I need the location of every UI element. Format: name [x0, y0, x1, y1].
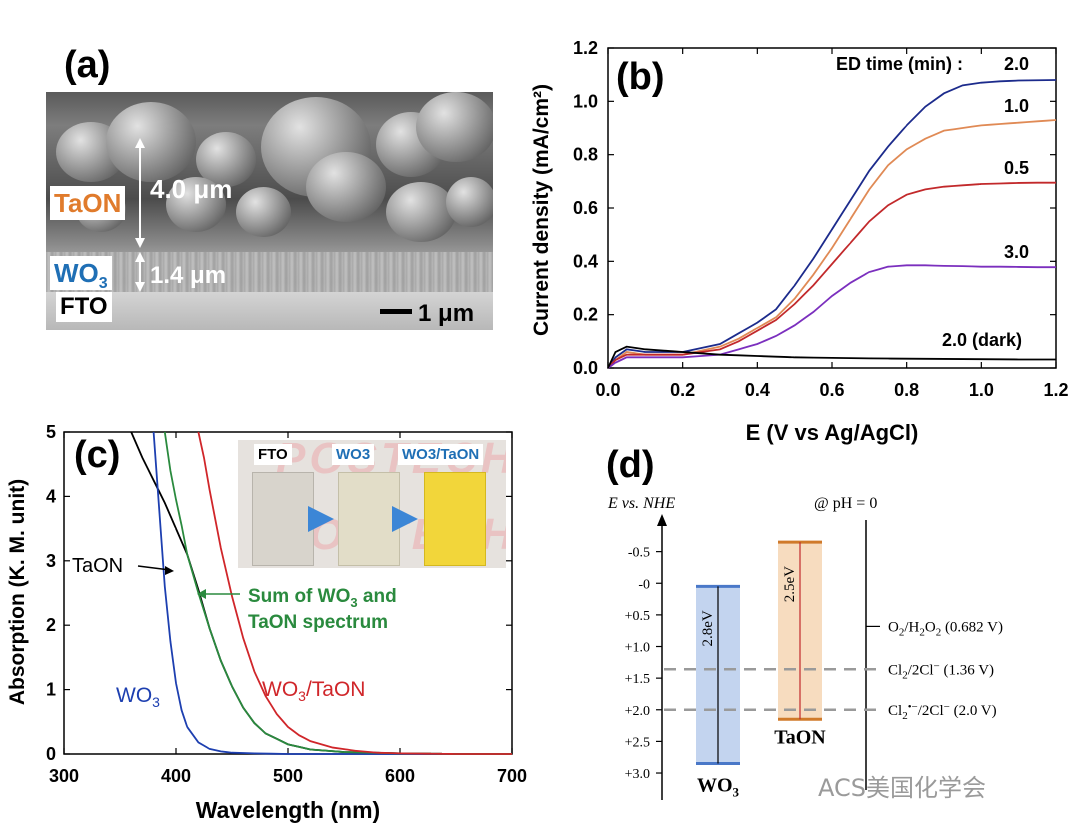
chart-b-xtick-label: 0.4 — [745, 380, 770, 400]
label-sum: Sum of WO3 and — [248, 586, 397, 610]
chart-b-series-3 — [607, 264, 1057, 369]
scale-bar-label: 1 μm — [418, 300, 475, 327]
chart-c-xlabel: Wavelength (nm) — [196, 797, 380, 823]
arrow-icon — [308, 506, 334, 532]
chart-b-ytick-label: 0.4 — [573, 251, 598, 271]
label-wo3: WO3 — [116, 684, 160, 710]
chart-b-series — [607, 79, 1057, 369]
chart-d-tick-label: -0.5 — [628, 546, 650, 561]
chart-c-xtick-label: 400 — [161, 766, 191, 786]
chart-c-ylabel: Absorption (K. M. unit) — [6, 479, 29, 705]
chart-c-xtick-label: 700 — [497, 766, 527, 786]
chart-b-label-0-5: 0.5 — [1004, 158, 1029, 178]
chart-d-tick-label: +3.0 — [625, 767, 650, 782]
taon-thickness-label: 4.0 μm — [150, 174, 233, 204]
axis-title: E vs. NHE — [607, 495, 675, 512]
gap-label-TaON: 2.5eV — [782, 566, 798, 602]
chart-b-xlabel: E (V vs Ag/AgCl) — [746, 420, 919, 445]
chart-b-xtick-label: 0.6 — [819, 380, 844, 400]
chart-d-levels: O2/H2O2 (0.682 V) Cl2/2Cl− (1.36 V) Cl2•−/… — [664, 619, 1003, 722]
chart-b-ytick-label: 1.2 — [573, 38, 598, 58]
inset-label-fto: FTO — [254, 444, 292, 465]
label-wo3-taon: WO3/TaON — [262, 678, 365, 704]
chart-c-series-1 — [152, 431, 512, 755]
label-taon: TaON — [72, 555, 123, 577]
chart-c-series-2 — [163, 431, 512, 755]
chart-b-label-2-0: 2.0 — [1004, 54, 1029, 74]
chart-d-tick-label: +1.0 — [625, 641, 650, 656]
axis-arrow-icon — [657, 514, 667, 526]
chart-b-ylabel: Current density (mA/cm²) — [530, 84, 553, 336]
arrow-icon — [392, 506, 418, 532]
source-watermark: ACS美国化学会 — [818, 774, 986, 802]
chart-b-series-2 — [607, 181, 1057, 369]
chart-b-series-4 — [607, 345, 1056, 369]
chart-c-ytick-label: 3 — [46, 551, 56, 571]
chart-d-tick-label: +2.0 — [625, 704, 650, 719]
panel-label-c: (c) — [74, 434, 121, 476]
chart-d-tick-label: +0.5 — [625, 609, 650, 624]
chart-c-series — [130, 431, 512, 755]
chart-c-ticks: 300 400 500 600 700 0 1 2 3 4 5 — [46, 422, 527, 786]
band-label-TaON: TaON — [774, 726, 826, 748]
panel-label-d: (d) — [606, 444, 655, 486]
slide-fto — [252, 472, 314, 566]
panel-label-b: (b) — [616, 56, 665, 98]
slide-wo3-taon — [424, 472, 486, 566]
sample-photo-inset: POSTECH POSTECH FTO WO3 WO3/TaON — [238, 440, 506, 568]
chart-b-legend-title: ED time (min) : — [836, 54, 963, 74]
chart-c-xtick-label: 500 — [273, 766, 303, 786]
band-label-WO3: WO3 — [697, 775, 740, 800]
ph-label: @ pH = 0 — [814, 495, 877, 512]
panel-label-a: (a) — [64, 44, 111, 86]
chart-c-ytick-label: 1 — [46, 680, 56, 700]
redox-level-label: O2/H2O2 (0.682 V) — [888, 619, 1003, 638]
chart-b-xtick-label: 1.0 — [969, 380, 994, 400]
chart-b-ytick-label: 0.0 — [573, 358, 598, 378]
chart-b-ytick-label: 0.8 — [573, 145, 598, 165]
chart-c-ytick-label: 0 — [46, 744, 56, 764]
chart-d-tick-label: -0 — [638, 577, 650, 592]
chart-b-xtick-label: 1.2 — [1043, 380, 1068, 400]
chart-b-ytick-label: 0.2 — [573, 305, 598, 325]
slide-wo3 — [338, 472, 400, 566]
inset-label-wo3-taon: WO3/TaON — [398, 444, 484, 465]
label-sum-line2: TaON spectrum — [248, 612, 388, 633]
chart-c-ytick-label: 4 — [46, 486, 56, 506]
gap-label-WO3: 2.8eV — [700, 610, 716, 646]
chart-d-bands: 2.8eV WO3 2.5eV TaON — [696, 540, 826, 800]
chart-b-xtick-label: 0.2 — [670, 380, 695, 400]
sem-taon-label: TaON — [50, 186, 126, 220]
sem-wo3-label: WO3 — [50, 256, 112, 292]
chart-c-xtick-label: 300 — [49, 766, 79, 786]
chart-b-label-1-0: 1.0 — [1004, 96, 1029, 116]
chart-d-tick-label: +2.5 — [625, 735, 650, 750]
chart-c-ytick-label: 5 — [46, 422, 56, 442]
chart-c-series-3 — [197, 431, 512, 755]
chart-b-label-dark: 2.0 (dark) — [942, 330, 1022, 350]
redox-level-label: Cl2•−/2Cl− (2.0 V) — [888, 701, 997, 722]
sem-fto-label: FTO — [56, 292, 112, 322]
chart-b-xtick-label: 0.0 — [595, 380, 620, 400]
chart-b-ytick-label: 1.0 — [573, 91, 598, 111]
chart-b-label-3-0: 3.0 — [1004, 242, 1029, 262]
redox-level-label: Cl2/2Cl− (1.36 V) — [888, 660, 994, 681]
chart-b-ticks: 0.0 0.2 0.4 0.6 0.8 1.0 1.2 0.0 0.2 0.4 0.6 0.8 1.0 1… — [573, 38, 1069, 400]
chart-c-ytick-label: 2 — [46, 615, 56, 635]
inset-label-wo3: WO3 — [332, 444, 375, 465]
chart-b-xtick-label: 0.8 — [894, 380, 919, 400]
chart-d-ticks: -0.5 -0 +0.5 +1.0 +1.5 +2.0 +2.5 +3.0 — [625, 546, 662, 782]
chart-d-tick-label: +1.5 — [625, 672, 650, 687]
chart-b-ytick-label: 0.6 — [573, 198, 598, 218]
chart-c-xtick-label: 600 — [385, 766, 415, 786]
wo3-thickness-label: 1.4 μm — [150, 262, 227, 289]
